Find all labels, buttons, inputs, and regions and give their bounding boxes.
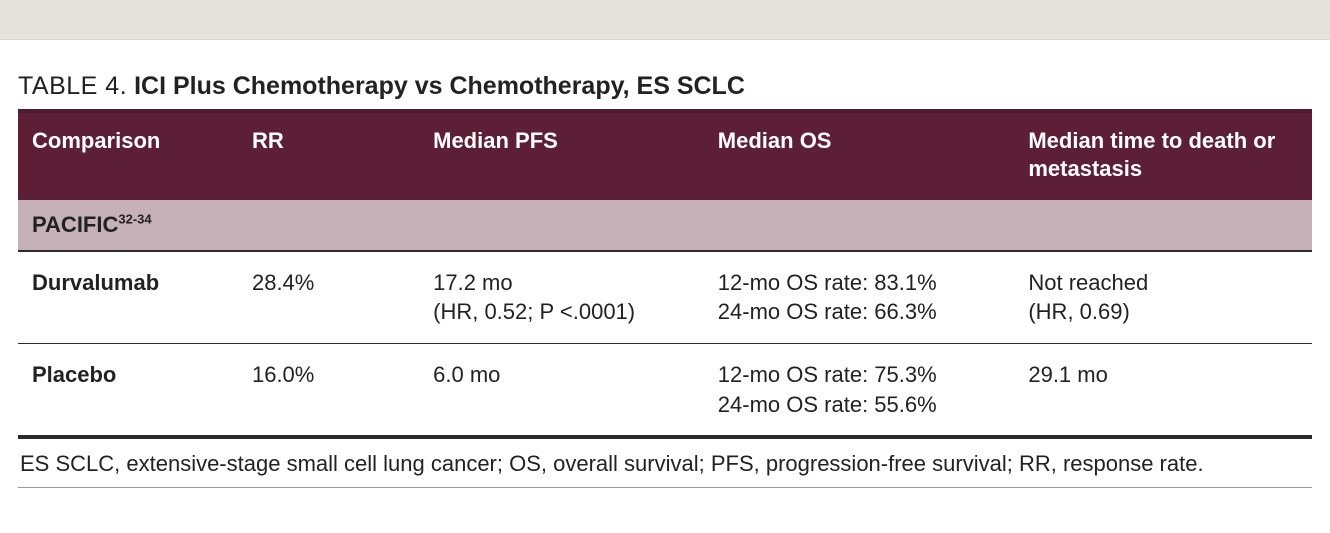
top-band	[0, 0, 1330, 40]
section-cell: PACIFIC32-34	[18, 200, 1312, 251]
cell-rr: 28.4%	[238, 251, 419, 344]
os-line2: 24-mo OS rate: 66.3%	[718, 297, 1001, 327]
header-pfs: Median PFS	[419, 113, 704, 200]
section-refs: 32-34	[118, 212, 151, 227]
cell-pfs: 6.0 mo	[419, 344, 704, 438]
cell-pfs: 17.2 mo (HR, 0.52; P <.0001)	[419, 251, 704, 344]
os-line2: 24-mo OS rate: 55.6%	[718, 390, 1001, 420]
section-name: PACIFIC	[32, 212, 118, 237]
ttdm-line1: 29.1 mo	[1028, 360, 1298, 390]
spacer-band	[0, 40, 1330, 66]
os-line1: 12-mo OS rate: 75.3%	[718, 360, 1001, 390]
ttdm-line2: (HR, 0.69)	[1028, 297, 1298, 327]
table-caption: TABLE 4. ICI Plus Chemotherapy vs Chemot…	[18, 66, 1312, 113]
pfs-line1: 17.2 mo	[433, 268, 690, 298]
cell-ttdm: 29.1 mo	[1014, 344, 1312, 438]
caption-title: ICI Plus Chemotherapy vs Chemotherapy, E…	[134, 72, 745, 100]
header-os: Median OS	[704, 113, 1015, 200]
caption-label: TABLE 4.	[18, 72, 127, 100]
header-comparison: Comparison	[18, 113, 238, 200]
table-footnote: ES SCLC, extensive-stage small cell lung…	[18, 439, 1312, 488]
pfs-line2: (HR, 0.52; P <.0001)	[433, 297, 690, 327]
ttdm-line1: Not reached	[1028, 268, 1298, 298]
table-row: Durvalumab 28.4% 17.2 mo (HR, 0.52; P <.…	[18, 251, 1312, 344]
os-line1: 12-mo OS rate: 83.1%	[718, 268, 1001, 298]
section-row: PACIFIC32-34	[18, 200, 1312, 251]
clinical-table: Comparison RR Median PFS Median OS Media…	[18, 113, 1312, 439]
table-container: TABLE 4. ICI Plus Chemotherapy vs Chemot…	[0, 66, 1330, 494]
header-rr: RR	[238, 113, 419, 200]
header-row: Comparison RR Median PFS Median OS Media…	[18, 113, 1312, 200]
pfs-line1: 6.0 mo	[433, 360, 690, 390]
cell-os: 12-mo OS rate: 83.1% 24-mo OS rate: 66.3…	[704, 251, 1015, 344]
cell-rr: 16.0%	[238, 344, 419, 438]
cell-os: 12-mo OS rate: 75.3% 24-mo OS rate: 55.6…	[704, 344, 1015, 438]
cell-comparison: Durvalumab	[18, 251, 238, 344]
cell-comparison: Placebo	[18, 344, 238, 438]
table-row: Placebo 16.0% 6.0 mo 12-mo OS rate: 75.3…	[18, 344, 1312, 438]
header-ttdm: Median time to death or metastasis	[1014, 113, 1312, 200]
cell-ttdm: Not reached (HR, 0.69)	[1014, 251, 1312, 344]
